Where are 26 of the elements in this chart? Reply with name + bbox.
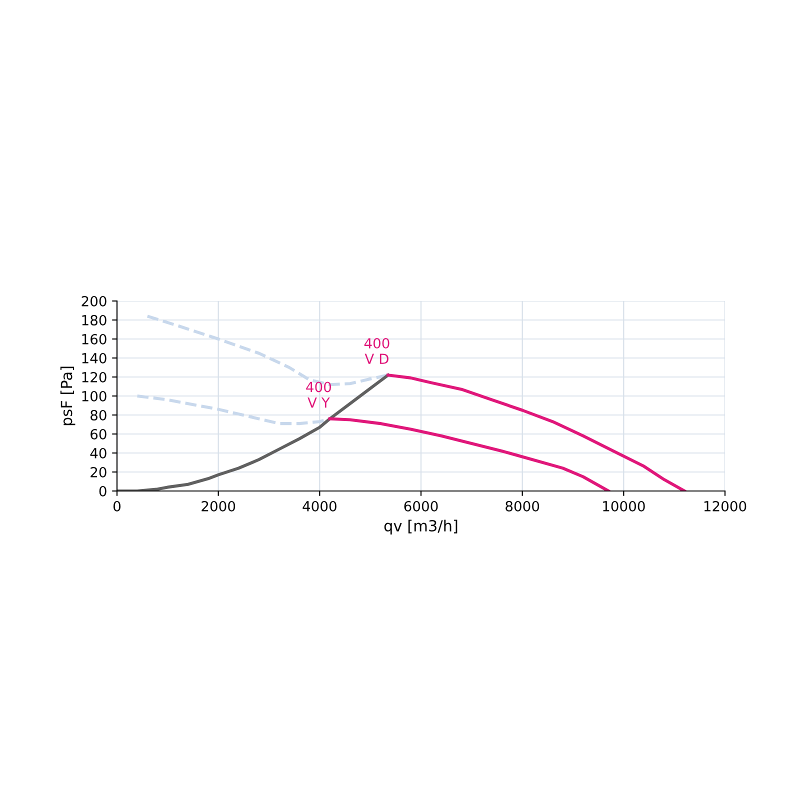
y-tick-label: 100 <box>82 390 106 402</box>
y-tick-label: 140 <box>82 352 106 364</box>
x-axis-title: qv [m3/h] <box>384 520 458 535</box>
y-tick-label: 120 <box>82 372 106 382</box>
y-tick-label: 180 <box>82 314 106 326</box>
x-tick-label: 10000 <box>603 500 645 512</box>
x-tick-label: 12000 <box>704 500 746 512</box>
y-tick-label: 0 <box>99 486 106 496</box>
y-tick-label: 40 <box>90 448 106 458</box>
y-axis-title: psF [Pa] <box>60 366 76 426</box>
x-tick-label: 8000 <box>506 500 540 512</box>
line-series <box>328 417 610 491</box>
annotation: 400 V D <box>364 338 390 364</box>
y-tick-label: 20 <box>90 466 106 478</box>
annotation: 400 V Y <box>306 382 332 408</box>
y-tick-label: 60 <box>90 428 106 440</box>
x-tick-label: 6000 <box>404 500 438 512</box>
line-series <box>117 374 390 491</box>
y-tick-label: 160 <box>82 334 106 344</box>
x-tick-label: 2000 <box>202 500 236 512</box>
y-tick-label: 80 <box>90 410 106 420</box>
line-series <box>386 374 686 491</box>
x-tick-label: 4000 <box>302 500 336 512</box>
y-tick-label: 200 <box>82 296 106 306</box>
line-series <box>136 394 332 426</box>
x-tick-label: 0 <box>113 500 120 512</box>
